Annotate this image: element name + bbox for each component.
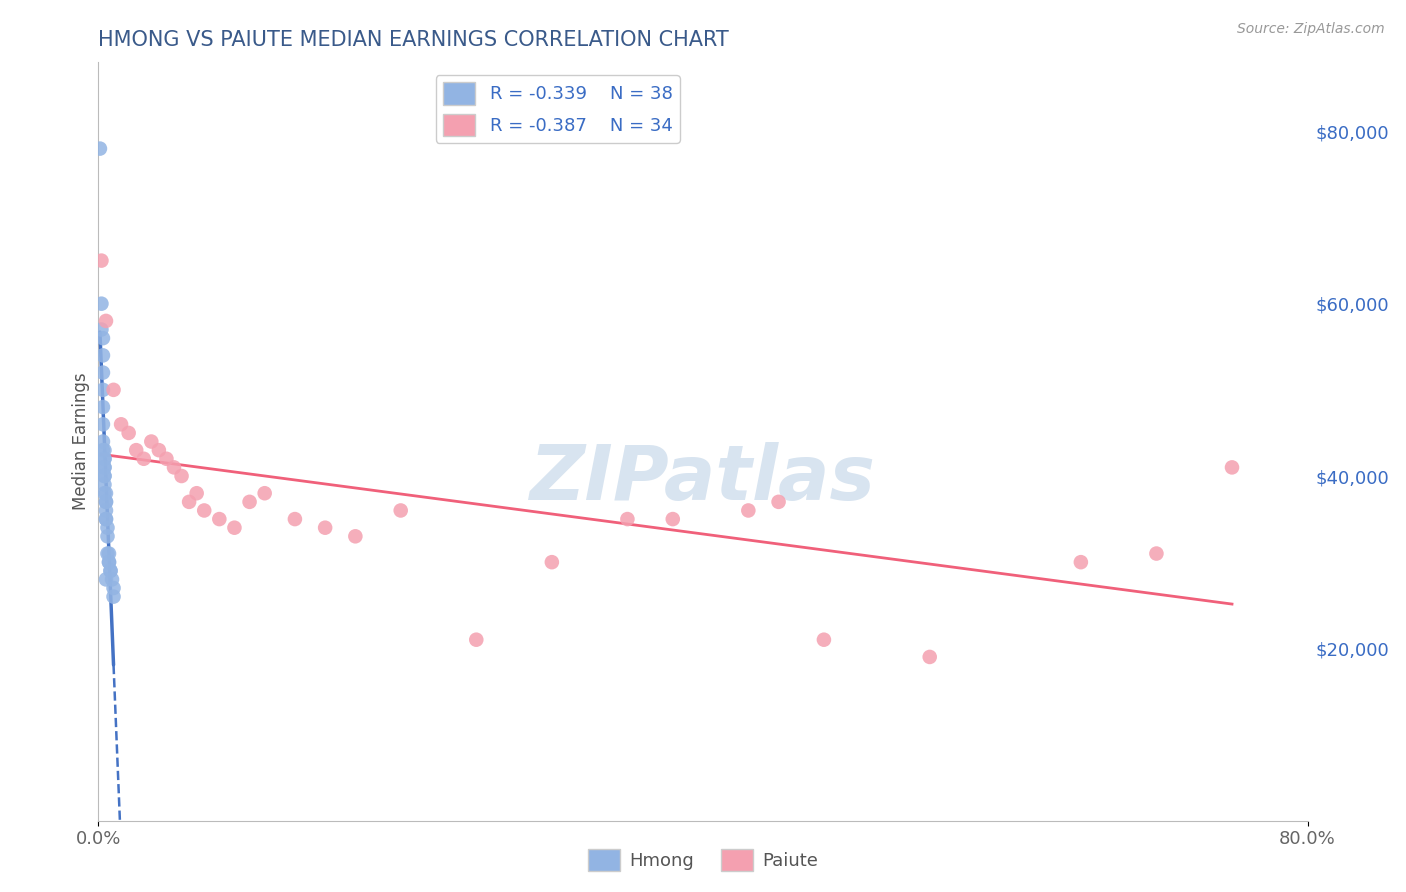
Point xyxy=(768,495,790,509)
Text: HMONG VS PAIUTE MEDIAN EARNINGS CORRELATION CHART: HMONG VS PAIUTE MEDIAN EARNINGS CORRELAT… xyxy=(98,29,730,50)
Legend: Hmong, Paiute: Hmong, Paiute xyxy=(581,842,825,879)
Point xyxy=(284,512,307,526)
Legend: R = -0.339    N = 38, R = -0.387    N = 34: R = -0.339 N = 38, R = -0.387 N = 34 xyxy=(436,75,681,143)
Point xyxy=(344,529,367,543)
Point xyxy=(1220,460,1243,475)
Point xyxy=(141,434,163,449)
Point xyxy=(186,486,208,500)
Point xyxy=(540,555,562,569)
Point xyxy=(94,486,117,500)
Point xyxy=(93,460,115,475)
Point xyxy=(661,512,683,526)
Point xyxy=(155,451,177,466)
Point xyxy=(93,486,115,500)
Point xyxy=(616,512,638,526)
Point xyxy=(94,512,117,526)
Point xyxy=(314,521,336,535)
Point xyxy=(118,425,141,440)
Point xyxy=(93,451,115,466)
Point xyxy=(93,477,115,491)
Point xyxy=(91,383,114,397)
Point xyxy=(1070,555,1092,569)
Point xyxy=(110,417,132,432)
Y-axis label: Median Earnings: Median Earnings xyxy=(72,373,90,510)
Point xyxy=(163,460,186,475)
Point xyxy=(1144,547,1167,561)
Point xyxy=(90,253,112,268)
Point xyxy=(100,564,122,578)
Point xyxy=(93,469,115,483)
Point xyxy=(918,649,941,664)
Point xyxy=(93,469,115,483)
Point xyxy=(98,555,121,569)
Point xyxy=(208,512,231,526)
Point xyxy=(93,443,115,458)
Point xyxy=(98,555,121,569)
Point xyxy=(224,521,246,535)
Point xyxy=(179,495,201,509)
Point xyxy=(94,573,117,587)
Point xyxy=(103,581,125,595)
Point xyxy=(91,400,114,414)
Point xyxy=(91,417,114,432)
Point xyxy=(94,495,117,509)
Text: Source: ZipAtlas.com: Source: ZipAtlas.com xyxy=(1237,22,1385,37)
Point xyxy=(91,348,114,362)
Point xyxy=(91,366,114,380)
Point xyxy=(89,142,111,156)
Point xyxy=(465,632,488,647)
Point xyxy=(94,314,117,328)
Point xyxy=(93,451,115,466)
Point xyxy=(737,503,759,517)
Point xyxy=(96,547,118,561)
Point xyxy=(813,632,835,647)
Point xyxy=(100,564,122,578)
Point xyxy=(103,590,125,604)
Point xyxy=(91,443,114,458)
Point xyxy=(91,331,114,345)
Point xyxy=(132,451,155,466)
Point xyxy=(389,503,412,517)
Point xyxy=(93,460,115,475)
Point xyxy=(193,503,215,517)
Point xyxy=(94,512,117,526)
Point xyxy=(96,529,118,543)
Point xyxy=(94,495,117,509)
Point xyxy=(101,573,124,587)
Point xyxy=(170,469,193,483)
Point xyxy=(103,383,125,397)
Point xyxy=(96,521,118,535)
Point xyxy=(91,434,114,449)
Point xyxy=(90,322,112,336)
Point xyxy=(239,495,262,509)
Point xyxy=(148,443,170,458)
Point xyxy=(98,547,121,561)
Text: ZIPatlas: ZIPatlas xyxy=(530,442,876,516)
Point xyxy=(94,503,117,517)
Point xyxy=(90,296,112,310)
Point xyxy=(125,443,148,458)
Point xyxy=(253,486,276,500)
